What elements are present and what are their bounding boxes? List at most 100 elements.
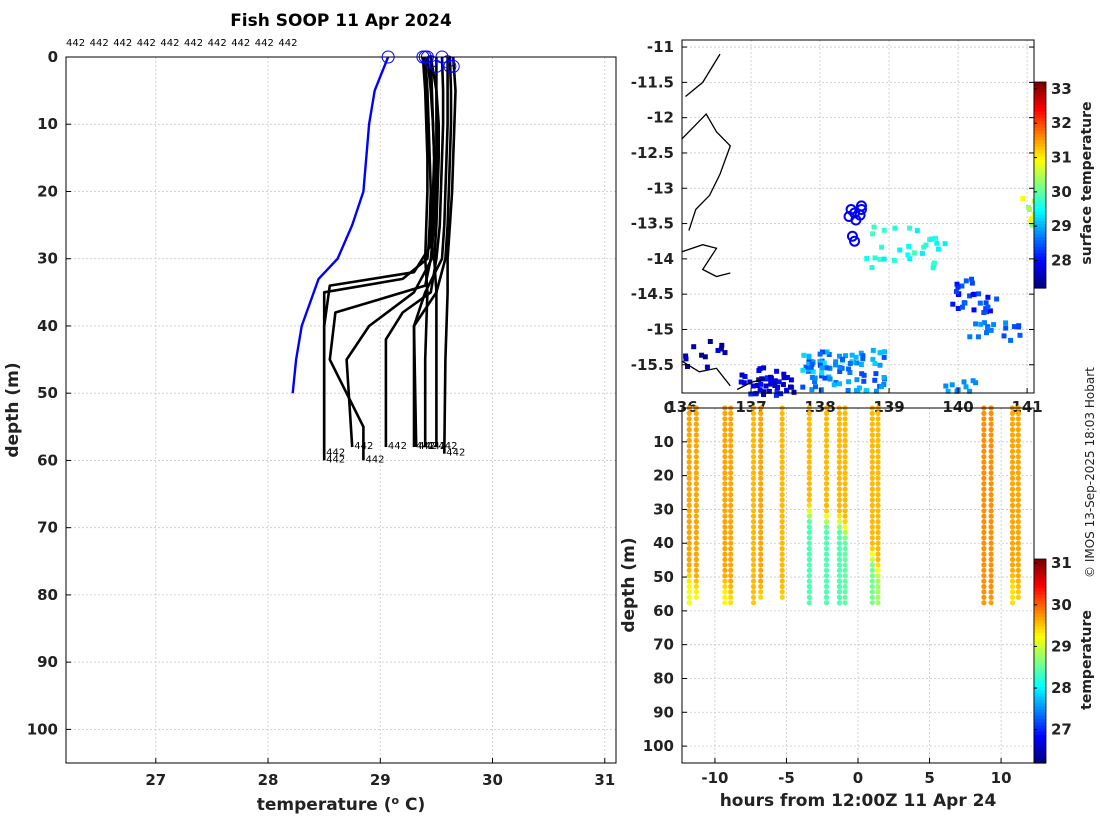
section-dot <box>686 443 692 449</box>
section-dot <box>981 546 987 552</box>
section-dot <box>779 437 785 444</box>
section-dot <box>722 583 728 590</box>
section-dot <box>836 556 843 563</box>
section-dot <box>806 524 812 530</box>
sst-pixel <box>971 307 977 313</box>
colorbar-cell <box>1034 181 1046 186</box>
top-label: 442 <box>160 38 179 49</box>
section-dot <box>806 546 812 552</box>
sst-pixel <box>931 260 937 266</box>
section-dot <box>728 437 734 444</box>
section-dot <box>842 432 848 438</box>
section-dot <box>758 497 764 503</box>
colorbar-cell <box>1034 724 1046 729</box>
section-dot <box>728 524 734 530</box>
section-dot <box>842 573 848 579</box>
section-dot <box>779 551 785 557</box>
sst-pixel <box>959 283 965 289</box>
section-dot <box>988 589 994 595</box>
section-dot <box>693 470 699 476</box>
section-dot <box>1009 551 1016 557</box>
sst-pixel <box>757 387 763 393</box>
section-dot <box>779 497 785 503</box>
section-dot <box>842 464 848 471</box>
section-dot <box>1009 540 1016 546</box>
sst-pixel <box>907 225 913 231</box>
section-dot <box>1015 470 1021 476</box>
section-dot <box>728 508 734 514</box>
section-x-ticks: -10 -5 0 5 10 <box>701 758 1012 787</box>
section-dot <box>728 502 734 508</box>
section-dot <box>728 573 734 579</box>
sst-pixel <box>800 367 806 373</box>
sst-pixel <box>817 359 823 365</box>
colorbar-cell <box>1034 123 1046 128</box>
sst-pixel <box>742 374 748 379</box>
section-dot <box>875 551 881 557</box>
section-dot <box>806 459 812 465</box>
sst-pixel <box>808 364 814 370</box>
section-dot <box>750 470 757 476</box>
section-dot <box>750 594 757 600</box>
section-dot <box>875 556 881 563</box>
section-dot <box>722 437 728 444</box>
section-dot <box>758 583 764 590</box>
section-dot <box>869 583 875 590</box>
section-dot <box>988 486 994 492</box>
sst-pixel <box>864 256 870 261</box>
section-dot <box>758 529 764 536</box>
section-dot <box>842 567 848 573</box>
sst-pixel <box>984 309 989 315</box>
profile-end-label: 442 <box>365 454 384 465</box>
section-dot <box>1009 524 1016 530</box>
sst-pixel <box>877 350 883 356</box>
colorbar-cell <box>1034 175 1046 180</box>
colorbar-cell <box>1034 152 1046 157</box>
map-colorbar: 28 29 30 31 32 33 <box>1033 80 1072 289</box>
section-dot <box>722 421 728 427</box>
section-dot <box>779 529 785 536</box>
section-dot <box>806 454 812 460</box>
section-dot <box>988 600 994 606</box>
section-dot <box>836 546 843 552</box>
colorbar-cell <box>1034 188 1046 193</box>
section-dot <box>686 492 692 498</box>
section-panel: -10 -5 0 5 10 0 10 20 30 40 50 60 70 80 90 100 27 28 29 3… <box>619 399 1095 811</box>
section-dot <box>1009 421 1016 427</box>
section-dot <box>836 416 843 422</box>
section-y-tick-label: 50 <box>653 568 674 586</box>
section-dot <box>981 486 987 492</box>
section-y-tick-label: 40 <box>653 534 674 552</box>
section-dot <box>806 410 812 416</box>
section-dot <box>750 508 757 514</box>
profile-end-label: 442 <box>427 441 446 452</box>
colorbar-cell <box>1034 127 1046 131</box>
section-dot <box>758 546 764 552</box>
credit-text: © IMOS 13-Sep-2025 18:03 Hobart <box>1083 367 1097 578</box>
section-dot <box>693 519 699 525</box>
colorbar-cell <box>1034 651 1046 656</box>
sst-pixel <box>987 308 993 314</box>
colorbar-cell <box>1034 101 1046 106</box>
section-dot <box>875 567 881 573</box>
section-dot <box>1009 583 1016 590</box>
section-dot <box>869 567 875 573</box>
section-dot <box>981 492 987 498</box>
sst-pixel <box>985 325 990 331</box>
sst-pixel <box>699 352 705 358</box>
section-dot <box>1009 432 1016 438</box>
section-dot <box>779 508 785 514</box>
section-dot <box>1009 556 1016 563</box>
section-dot <box>981 410 987 416</box>
section-dot <box>869 513 875 519</box>
profile-y-tick-label: 50 <box>37 384 58 402</box>
profile-grid <box>66 56 616 763</box>
section-dot <box>806 535 812 541</box>
section-dot <box>728 481 734 487</box>
sst-pixel <box>1028 218 1034 224</box>
section-dot <box>988 562 994 568</box>
section-dot <box>1009 427 1016 433</box>
section-dot <box>981 519 987 525</box>
section-dot <box>823 508 830 514</box>
section-dot <box>836 497 843 503</box>
